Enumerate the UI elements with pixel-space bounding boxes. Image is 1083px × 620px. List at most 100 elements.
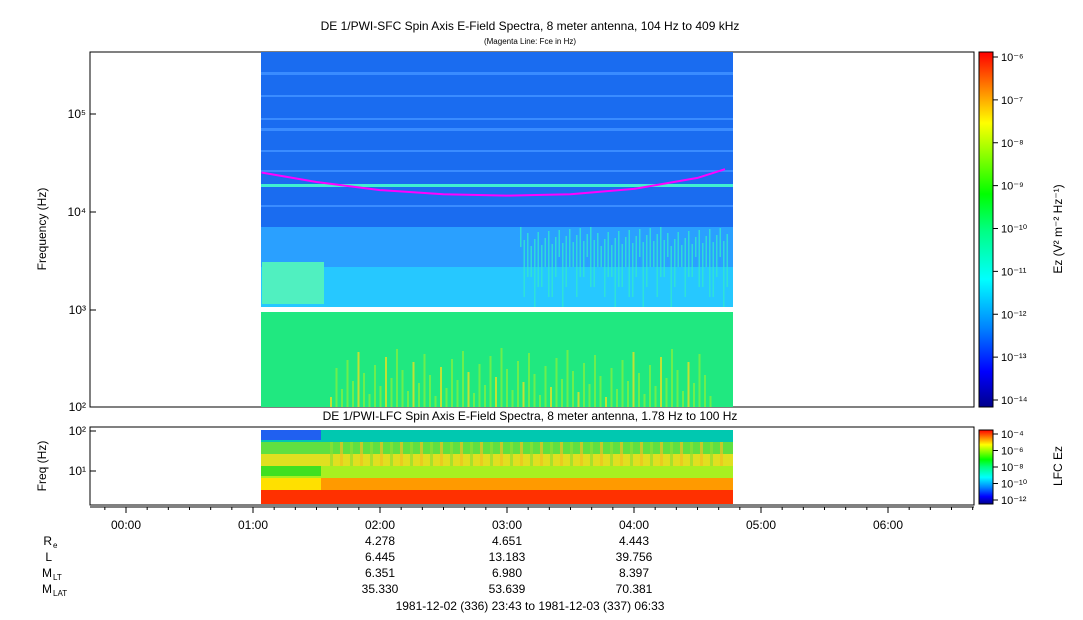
- sfc-low-burst: [506, 369, 508, 407]
- lfc-stripe: [370, 442, 373, 466]
- sfc-low-burst: [654, 386, 657, 407]
- sfc-low-burst: [462, 351, 464, 407]
- ephem-value: 4.443: [619, 534, 649, 548]
- sfc-low-burst: [517, 361, 519, 407]
- sfc-low-burst: [649, 365, 651, 407]
- sfc-panel: 10² 10³ 10⁴ 10⁵ Frequency (Hz): [35, 51, 975, 414]
- colorbar-tick-label: 10⁻⁴: [1001, 429, 1024, 441]
- sfc-stripe: [261, 128, 733, 131]
- sfc-low-burst: [495, 377, 497, 407]
- lfc-title: DE 1/PWI-LFC Spin Axis E-Field Spectra, …: [323, 409, 738, 423]
- lfc-stripe: [710, 442, 713, 466]
- sfc-burst: [712, 242, 714, 297]
- lfc-early-low: [261, 478, 321, 490]
- colorbar-tick-label: 10⁻⁶: [1001, 52, 1024, 64]
- sfc-low-burst: [588, 384, 591, 407]
- lfc-stripe: [470, 442, 473, 466]
- colorbar-tick-label: 10⁻⁶: [1001, 446, 1024, 458]
- sfc-ytick-1e5: 10⁵: [68, 107, 86, 121]
- lfc-stripe: [330, 442, 333, 466]
- sfc-burst: [688, 231, 690, 277]
- sfc-colorbar-bar: [978, 51, 994, 408]
- sfc-low-burst: [456, 380, 459, 407]
- sfc-low-burst: [412, 362, 415, 407]
- sfc-burst: [590, 227, 592, 287]
- lfc-colorbar-label: LFC Ez: [1051, 446, 1065, 486]
- sfc-stripe: [261, 118, 733, 120]
- sfc-low-burst: [605, 397, 607, 407]
- sfc-burst: [670, 246, 672, 307]
- lfc-band-1: [261, 430, 733, 442]
- sfc-ytick-1e4: 10⁴: [67, 205, 86, 219]
- sfc-low-burst: [500, 348, 503, 407]
- sfc-low-burst: [357, 352, 360, 407]
- lfc-stripe: [480, 442, 483, 466]
- sfc-low-burst: [440, 367, 442, 407]
- sfc-burst: [639, 229, 641, 257]
- sfc-burst: [674, 239, 676, 287]
- colorbar-tick-label: 10⁻¹²: [1001, 495, 1027, 507]
- ephem-value: 35.330: [362, 582, 399, 596]
- sfc-burst: [632, 243, 634, 297]
- colorbar-tick-label: 10⁻¹⁰: [1001, 479, 1028, 491]
- sfc-low-burst: [698, 354, 701, 407]
- sfc-low-burst: [429, 375, 431, 407]
- sfc-burst: [586, 234, 588, 257]
- lfc-stripe: [410, 442, 413, 466]
- lfc-stripe: [670, 442, 673, 466]
- lfc-band-6: [261, 490, 733, 504]
- sfc-low-burst: [335, 368, 338, 407]
- sfc-low-burst: [423, 354, 426, 407]
- sfc-low-burst: [390, 378, 393, 407]
- ephem-value: 8.397: [619, 566, 649, 580]
- sfc-title: DE 1/PWI-SFC Spin Axis E-Field Spectra, …: [321, 19, 740, 33]
- sfc-burst: [555, 237, 557, 277]
- lfc-colorbar-ticks: 10⁻⁴ 10⁻⁶ 10⁻⁸ 10⁻¹⁰ 10⁻¹²: [993, 429, 1028, 507]
- sfc-low-burst: [363, 373, 365, 407]
- ephem-label-sub: LAT: [53, 589, 67, 598]
- lfc-stripe: [380, 442, 383, 466]
- sfc-ytick-1e2: 10²: [69, 400, 86, 414]
- lfc-ytick-1e1: 10¹: [69, 464, 86, 478]
- sfc-low-burst: [379, 386, 382, 407]
- colorbar-tick-label: 10⁻¹⁰: [1001, 224, 1028, 236]
- lfc-stripe: [390, 442, 393, 466]
- sfc-burst: [667, 233, 669, 257]
- sfc-low-burst: [577, 392, 580, 407]
- sfc-burst: [681, 245, 683, 267]
- sfc-burst: [698, 230, 700, 287]
- ephem-value: 6.980: [492, 566, 522, 580]
- sfc-burst: [604, 239, 606, 297]
- ephem-value: 4.651: [492, 534, 522, 548]
- sfc-burst: [562, 243, 564, 307]
- sfc-low-burst: [418, 383, 420, 407]
- ephem-value: 53.639: [489, 582, 526, 596]
- fce-line: [261, 168, 726, 197]
- sfc-low-burst: [473, 393, 475, 407]
- sfc-low-burst: [616, 389, 618, 407]
- lfc-stripe: [340, 442, 343, 466]
- lfc-stripe: [570, 442, 573, 466]
- sfc-low-burst: [511, 390, 514, 407]
- lfc-stripe: [440, 442, 443, 466]
- sfc-burst: [628, 230, 630, 297]
- sfc-low-burst: [550, 387, 552, 407]
- sfc-low-burst: [368, 394, 371, 407]
- ephem-value: 70.381: [616, 582, 653, 596]
- sfc-low-burst: [594, 355, 596, 407]
- sfc-burst: [663, 240, 665, 277]
- sfc-burst: [534, 239, 536, 307]
- sfc-stripe: [261, 184, 733, 187]
- lfc-stripe: [550, 442, 553, 466]
- lfc-stripe: [590, 442, 593, 466]
- colorbar-tick-label: 10⁻⁸: [1001, 462, 1024, 474]
- sfc-low-burst: [660, 357, 662, 407]
- sfc-low-burst: [561, 379, 563, 407]
- lfc-stripe: [630, 442, 633, 466]
- x-tick-label: 01:00: [238, 518, 268, 532]
- lfc-stripe: [600, 442, 603, 466]
- ephem-label-sub: LT: [53, 573, 62, 582]
- sfc-ytick-1e3: 10³: [69, 303, 86, 317]
- sfc-y-axis: 10² 10³ 10⁴ 10⁵: [67, 107, 96, 414]
